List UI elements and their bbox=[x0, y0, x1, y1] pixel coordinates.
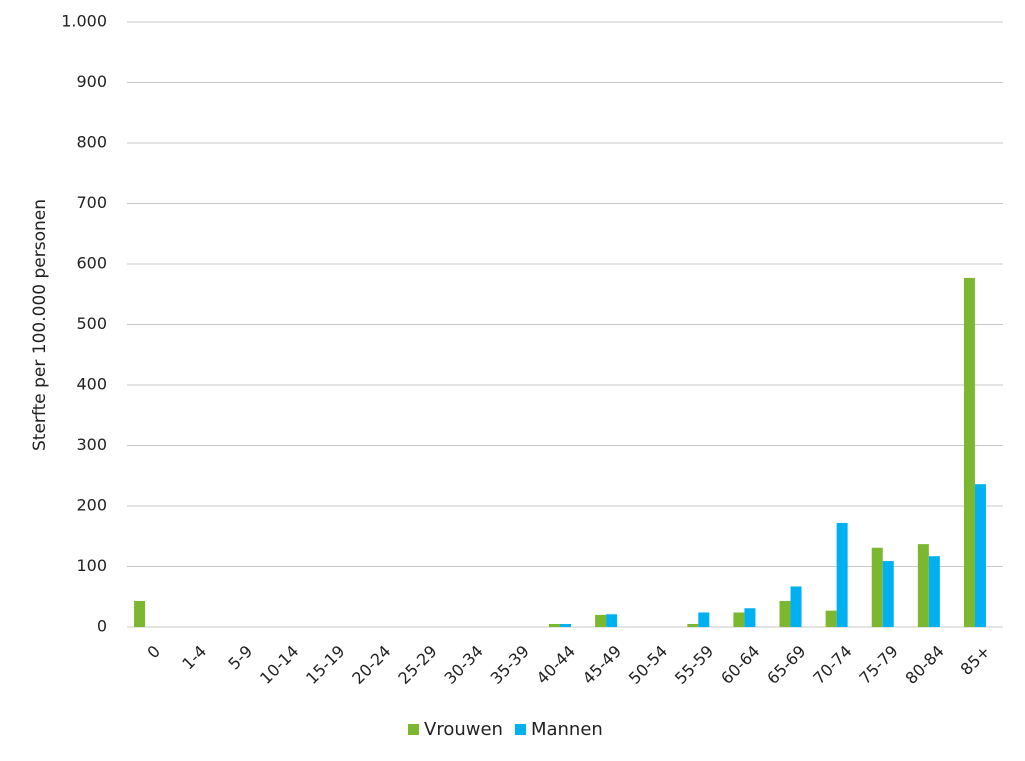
x-tick-label: 85+ bbox=[957, 642, 994, 679]
x-tick-label: 60-64 bbox=[717, 642, 763, 688]
x-tick-label: 5-9 bbox=[224, 642, 256, 674]
bar bbox=[698, 612, 710, 627]
x-tick-label: 75-79 bbox=[855, 642, 901, 688]
y-tick-label: 900 bbox=[76, 72, 107, 91]
bar bbox=[560, 623, 571, 627]
y-tick-label: 300 bbox=[76, 435, 107, 454]
y-tick-label: 600 bbox=[76, 254, 107, 273]
bar bbox=[963, 277, 975, 627]
bar bbox=[882, 561, 894, 627]
bar bbox=[871, 547, 883, 627]
x-tick-label: 35-39 bbox=[487, 642, 533, 688]
x-tick-label: 1-4 bbox=[178, 642, 210, 674]
bar bbox=[733, 612, 745, 627]
legend-swatch bbox=[408, 724, 419, 735]
y-tick-label: 500 bbox=[76, 314, 107, 333]
x-tick-label: 30-34 bbox=[440, 642, 486, 688]
x-tick-label: 40-44 bbox=[533, 642, 579, 688]
y-tick-label: 100 bbox=[76, 556, 107, 575]
bar bbox=[974, 484, 986, 627]
bar bbox=[687, 623, 699, 627]
bar bbox=[134, 600, 146, 627]
y-tick-label: 400 bbox=[76, 375, 107, 394]
x-tick-label: 25-29 bbox=[394, 642, 440, 688]
bar bbox=[606, 614, 618, 627]
legend-swatch bbox=[514, 724, 526, 735]
bar bbox=[744, 608, 756, 627]
bar bbox=[917, 544, 929, 627]
bar bbox=[825, 610, 837, 627]
x-tick-label: 0 bbox=[143, 642, 164, 663]
y-tick-label: 700 bbox=[76, 193, 107, 212]
bar bbox=[790, 586, 802, 627]
x-tick-label: 80-84 bbox=[902, 642, 948, 688]
x-tick-label: 70-74 bbox=[809, 642, 855, 688]
x-tick-label: 55-59 bbox=[671, 642, 717, 688]
y-tick-label: 1.000 bbox=[61, 12, 107, 31]
bar bbox=[595, 614, 607, 627]
bar bbox=[928, 556, 940, 627]
bar bbox=[779, 600, 791, 627]
x-tick-label: 65-69 bbox=[763, 642, 809, 688]
x-tick-label: 10-14 bbox=[256, 642, 302, 688]
bar bbox=[836, 522, 848, 627]
x-tick-label: 15-19 bbox=[302, 642, 348, 688]
legend-label: Mannen bbox=[531, 719, 603, 740]
y-tick-label: 0 bbox=[97, 617, 107, 636]
x-tick-label: 45-49 bbox=[579, 642, 625, 688]
y-tick-label: 800 bbox=[76, 133, 107, 152]
y-axis-label: Sterfte per 100.000 personen bbox=[30, 199, 50, 451]
legend-label: Vrouwen bbox=[424, 719, 503, 740]
y-tick-label: 200 bbox=[76, 496, 107, 515]
bar bbox=[549, 623, 560, 627]
x-tick-label: 50-54 bbox=[625, 642, 671, 688]
x-tick-label: 20-24 bbox=[348, 642, 394, 688]
